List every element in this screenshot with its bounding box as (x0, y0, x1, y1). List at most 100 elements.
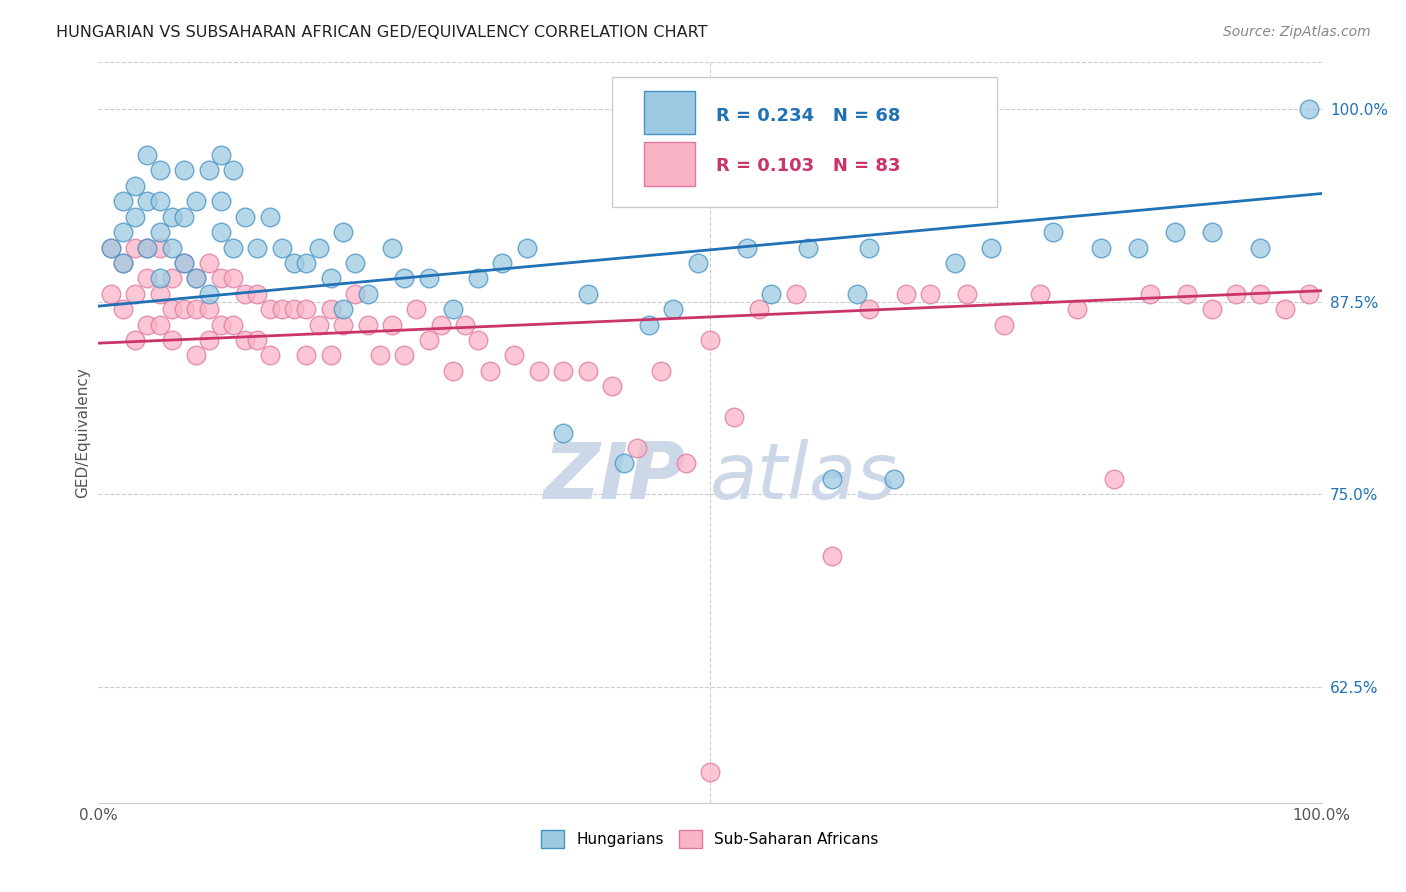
Point (1298, 286, 1320, 301)
Point (1249, 286, 1271, 301)
Text: ZIP: ZIP (543, 439, 686, 515)
Point (858, 240, 880, 254)
Point (209, 148, 232, 162)
Point (246, 240, 269, 254)
Point (222, 240, 245, 254)
Point (270, 302, 294, 317)
Point (1298, 102, 1320, 116)
Point (319, 302, 342, 317)
Point (1066, 302, 1088, 317)
Point (111, 256, 134, 270)
Point (467, 271, 489, 285)
Point (173, 256, 195, 270)
Point (246, 286, 269, 301)
Point (308, 240, 330, 254)
Point (186, 349, 208, 363)
Point (956, 286, 979, 301)
Point (160, 333, 183, 347)
Point (821, 549, 844, 563)
Point (478, 364, 501, 378)
Point (124, 286, 146, 301)
Point (418, 333, 440, 347)
FancyBboxPatch shape (644, 143, 696, 186)
FancyBboxPatch shape (644, 91, 696, 135)
Point (1090, 240, 1112, 254)
Point (186, 302, 208, 317)
Point (553, 425, 575, 440)
Point (136, 240, 159, 254)
Point (197, 302, 219, 317)
Point (821, 472, 844, 486)
Point (136, 148, 159, 162)
Point (441, 364, 464, 378)
Point (136, 194, 159, 209)
Point (576, 364, 599, 378)
Point (186, 194, 208, 209)
Point (332, 302, 354, 317)
Point (197, 256, 219, 270)
Point (980, 240, 1002, 254)
Point (344, 256, 367, 270)
Point (699, 333, 721, 347)
Point (650, 364, 672, 378)
Point (454, 318, 477, 332)
Point (222, 271, 245, 285)
Point (332, 225, 354, 239)
Point (100, 286, 122, 301)
Point (197, 163, 219, 178)
Point (1201, 302, 1223, 317)
Point (149, 286, 172, 301)
Point (319, 271, 342, 285)
Point (441, 302, 464, 317)
Point (160, 240, 183, 254)
Text: R = 0.234   N = 68: R = 0.234 N = 68 (716, 107, 901, 125)
Point (111, 256, 134, 270)
Point (197, 333, 219, 347)
Point (1175, 286, 1198, 301)
Point (626, 441, 648, 455)
Point (136, 271, 159, 285)
Point (845, 286, 868, 301)
Point (124, 240, 146, 254)
Point (503, 349, 526, 363)
Text: Source: ZipAtlas.com: Source: ZipAtlas.com (1223, 25, 1371, 39)
Point (259, 302, 281, 317)
Point (858, 302, 880, 317)
Point (527, 364, 550, 378)
Point (233, 210, 256, 224)
Point (149, 163, 172, 178)
Point (186, 271, 208, 285)
Point (149, 194, 172, 209)
Point (993, 318, 1015, 332)
Point (283, 302, 305, 317)
Point (124, 178, 146, 193)
Point (160, 210, 183, 224)
Point (883, 472, 905, 486)
Point (637, 318, 661, 332)
Point (186, 271, 208, 285)
Point (295, 349, 318, 363)
Point (308, 318, 330, 332)
Point (894, 286, 917, 301)
Point (1042, 225, 1064, 239)
Point (173, 256, 195, 270)
Point (662, 302, 685, 317)
Point (222, 318, 245, 332)
Point (356, 318, 378, 332)
Text: atlas: atlas (710, 439, 898, 515)
Point (209, 318, 232, 332)
Point (748, 302, 770, 317)
Point (723, 410, 745, 425)
Point (222, 163, 245, 178)
Point (173, 210, 195, 224)
Point (368, 349, 391, 363)
Point (160, 302, 183, 317)
Point (124, 333, 146, 347)
Point (1201, 225, 1223, 239)
Point (686, 256, 709, 270)
Point (418, 271, 440, 285)
Point (1164, 225, 1187, 239)
Point (797, 240, 820, 254)
Point (1225, 286, 1247, 301)
Point (1102, 472, 1125, 486)
